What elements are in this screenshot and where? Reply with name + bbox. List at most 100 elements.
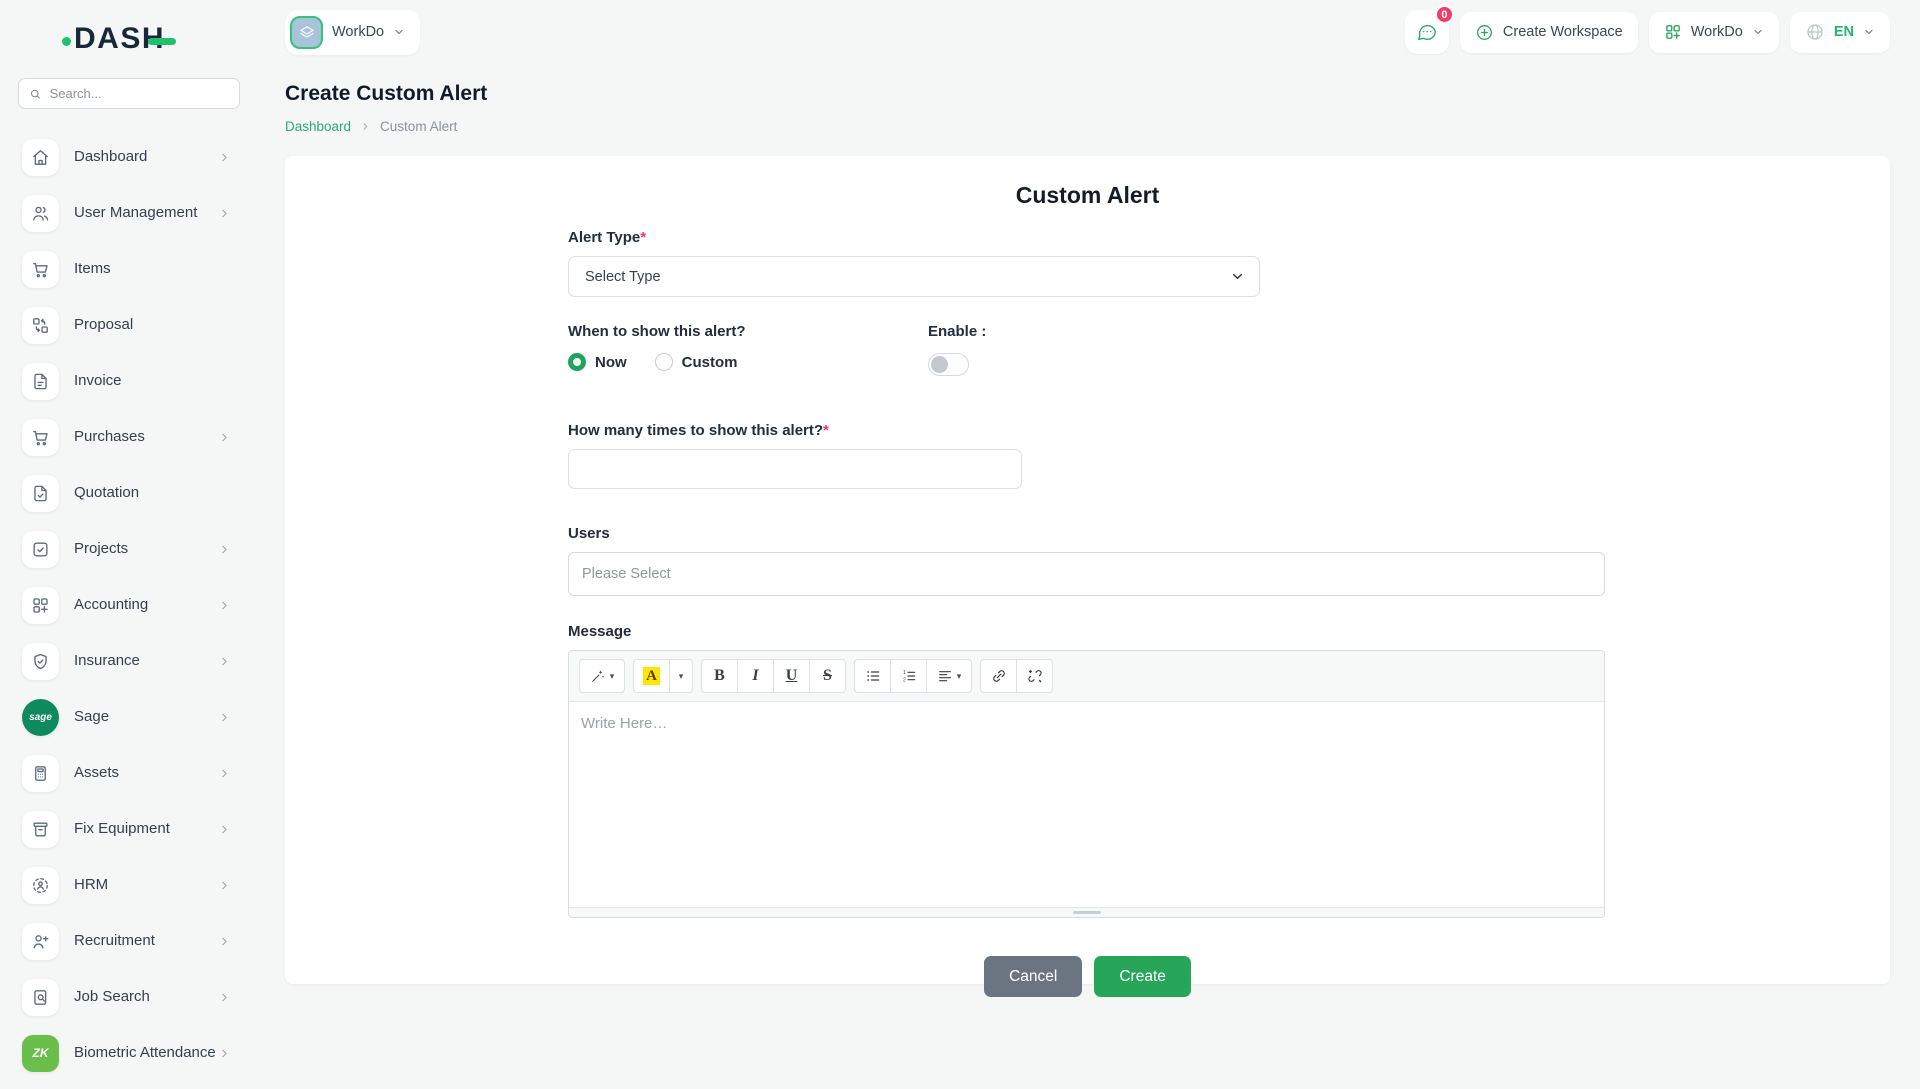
unordered-list-button[interactable] [854,659,891,693]
bold-button[interactable]: B [701,659,738,693]
globe-icon [1805,22,1825,42]
sidebar-item-label: Biometric Attendance [74,1044,216,1062]
alert-type-group: Alert Type* Select Type [568,229,1605,297]
radio-unselected-icon [654,353,673,371]
sidebar-item-user-management[interactable]: User Management [0,185,255,241]
cancel-button[interactable]: Cancel [984,956,1083,997]
font-color-glyph: A [643,666,660,686]
sidebar-item-job-search[interactable]: Job Search [0,969,255,1025]
unlink-icon [1027,668,1043,684]
sidebar-item-label: Job Search [74,988,150,1006]
message-editable-area[interactable]: Write Here… [569,702,1604,907]
caret-down-icon: ▾ [678,670,684,681]
create-workspace-label: Create Workspace [1502,24,1623,40]
chevron-right-icon [218,543,231,556]
when-label: When to show this alert? [568,323,746,340]
message-label: Message [568,623,632,640]
chevron-right-icon [218,991,231,1004]
sidebar-item-sage[interactable]: sage Sage [0,689,255,745]
sidebar: DASH Dashboard User Management Items [0,0,255,1080]
when-group: When to show this alert? Now Custom [568,323,928,376]
sidebar-item-hrm[interactable]: HRM [0,857,255,913]
workspace-building-icon [290,15,323,49]
chevron-right-icon [218,879,231,892]
paragraph-align-button[interactable]: ▾ [926,659,972,693]
chevron-right-icon [360,121,371,132]
italic-button[interactable]: I [737,659,774,693]
search-input[interactable] [49,86,229,101]
invoice-icon [22,362,59,400]
align-left-icon [937,668,953,684]
users-label: Users [568,525,610,542]
message-editor: ▾ A ▾ B I [568,650,1605,918]
topbar: WorkDo 0 Create Workspace WorkDo EN [285,5,1890,55]
required-asterisk: * [640,229,647,246]
job-search-icon [22,978,59,1016]
workspace-selector[interactable]: WorkDo [285,9,421,55]
font-color-button[interactable]: A [633,659,670,693]
sidebar-search[interactable] [18,78,240,109]
users-placeholder: Please Select [582,566,671,582]
logo-dash-icon [148,37,177,45]
sidebar-item-recruitment[interactable]: Recruitment [0,913,255,969]
radio-now-label: Now [595,353,627,371]
chevron-right-icon [218,767,231,780]
radio-now[interactable]: Now [568,353,627,371]
chevron-down-icon [393,26,405,38]
underline-button[interactable]: U [773,659,810,693]
sidebar-item-invoice[interactable]: Invoice [0,353,255,409]
editor-statusbar [569,907,1604,917]
enable-toggle[interactable] [928,353,969,376]
caret-down-icon: ▾ [609,670,615,681]
sidebar-item-purchases[interactable]: Purchases [0,409,255,465]
breadcrumb-current: Custom Alert [380,119,458,134]
sidebar-item-label: Insurance [74,652,140,670]
sidebar-item-insurance[interactable]: Insurance [0,633,255,689]
create-button[interactable]: Create [1094,956,1191,997]
sidebar-item-label: Fix Equipment [74,820,170,838]
sidebar-item-biometric-attendance[interactable]: ZK Biometric Attendance [0,1025,255,1081]
magic-wand-icon [590,668,606,684]
enable-group: Enable : [928,323,986,376]
times-input[interactable] [568,449,1022,489]
sidebar-item-label: Items [74,260,111,278]
projects-icon [22,530,59,568]
resize-handle[interactable] [1072,911,1101,914]
sidebar-item-quotation[interactable]: Quotation [0,465,255,521]
sidebar-item-fix-equipment[interactable]: Fix Equipment [0,801,255,857]
style-dropdown-button[interactable]: ▾ [579,659,625,693]
strikethrough-button[interactable]: S [809,659,846,693]
sidebar-item-label: Recruitment [74,932,155,950]
accounting-icon [22,586,59,624]
caret-down-icon: ▾ [956,670,962,681]
sidebar-item-accounting[interactable]: Accounting [0,577,255,633]
workspace-name: WorkDo [332,24,385,40]
language-selector[interactable]: EN [1789,11,1890,53]
users-select[interactable]: Please Select [568,552,1605,596]
radio-custom[interactable]: Custom [654,353,738,371]
sidebar-item-assets[interactable]: Assets [0,745,255,801]
font-color-caret-button[interactable]: ▾ [669,659,693,693]
sidebar-item-items[interactable]: Items [0,241,255,297]
sidebar-item-proposal[interactable]: Proposal [0,297,255,353]
unlink-button[interactable] [1016,659,1053,693]
create-workspace-button[interactable]: Create Workspace [1459,11,1638,53]
home-icon [22,138,59,176]
alert-type-select[interactable]: Select Type [568,256,1260,297]
quotation-icon [22,474,59,512]
sidebar-item-label: HRM [74,876,109,894]
ordered-list-button[interactable] [890,659,927,693]
sidebar-item-dashboard[interactable]: Dashboard [0,129,255,185]
message-placeholder: Write Here… [581,715,668,732]
sidebar-item-projects[interactable]: Projects [0,521,255,577]
chevron-right-icon [218,823,231,836]
link-button[interactable] [980,659,1017,693]
app-logo[interactable]: DASH [0,0,255,64]
user-menu[interactable]: WorkDo [1648,11,1779,53]
chevron-right-icon [218,655,231,668]
required-asterisk: * [823,422,829,439]
messages-button[interactable]: 0 [1404,5,1454,54]
form-heading: Custom Alert [1015,182,1160,208]
list-ul-icon [865,668,881,684]
breadcrumb-home-link[interactable]: Dashboard [285,119,352,134]
